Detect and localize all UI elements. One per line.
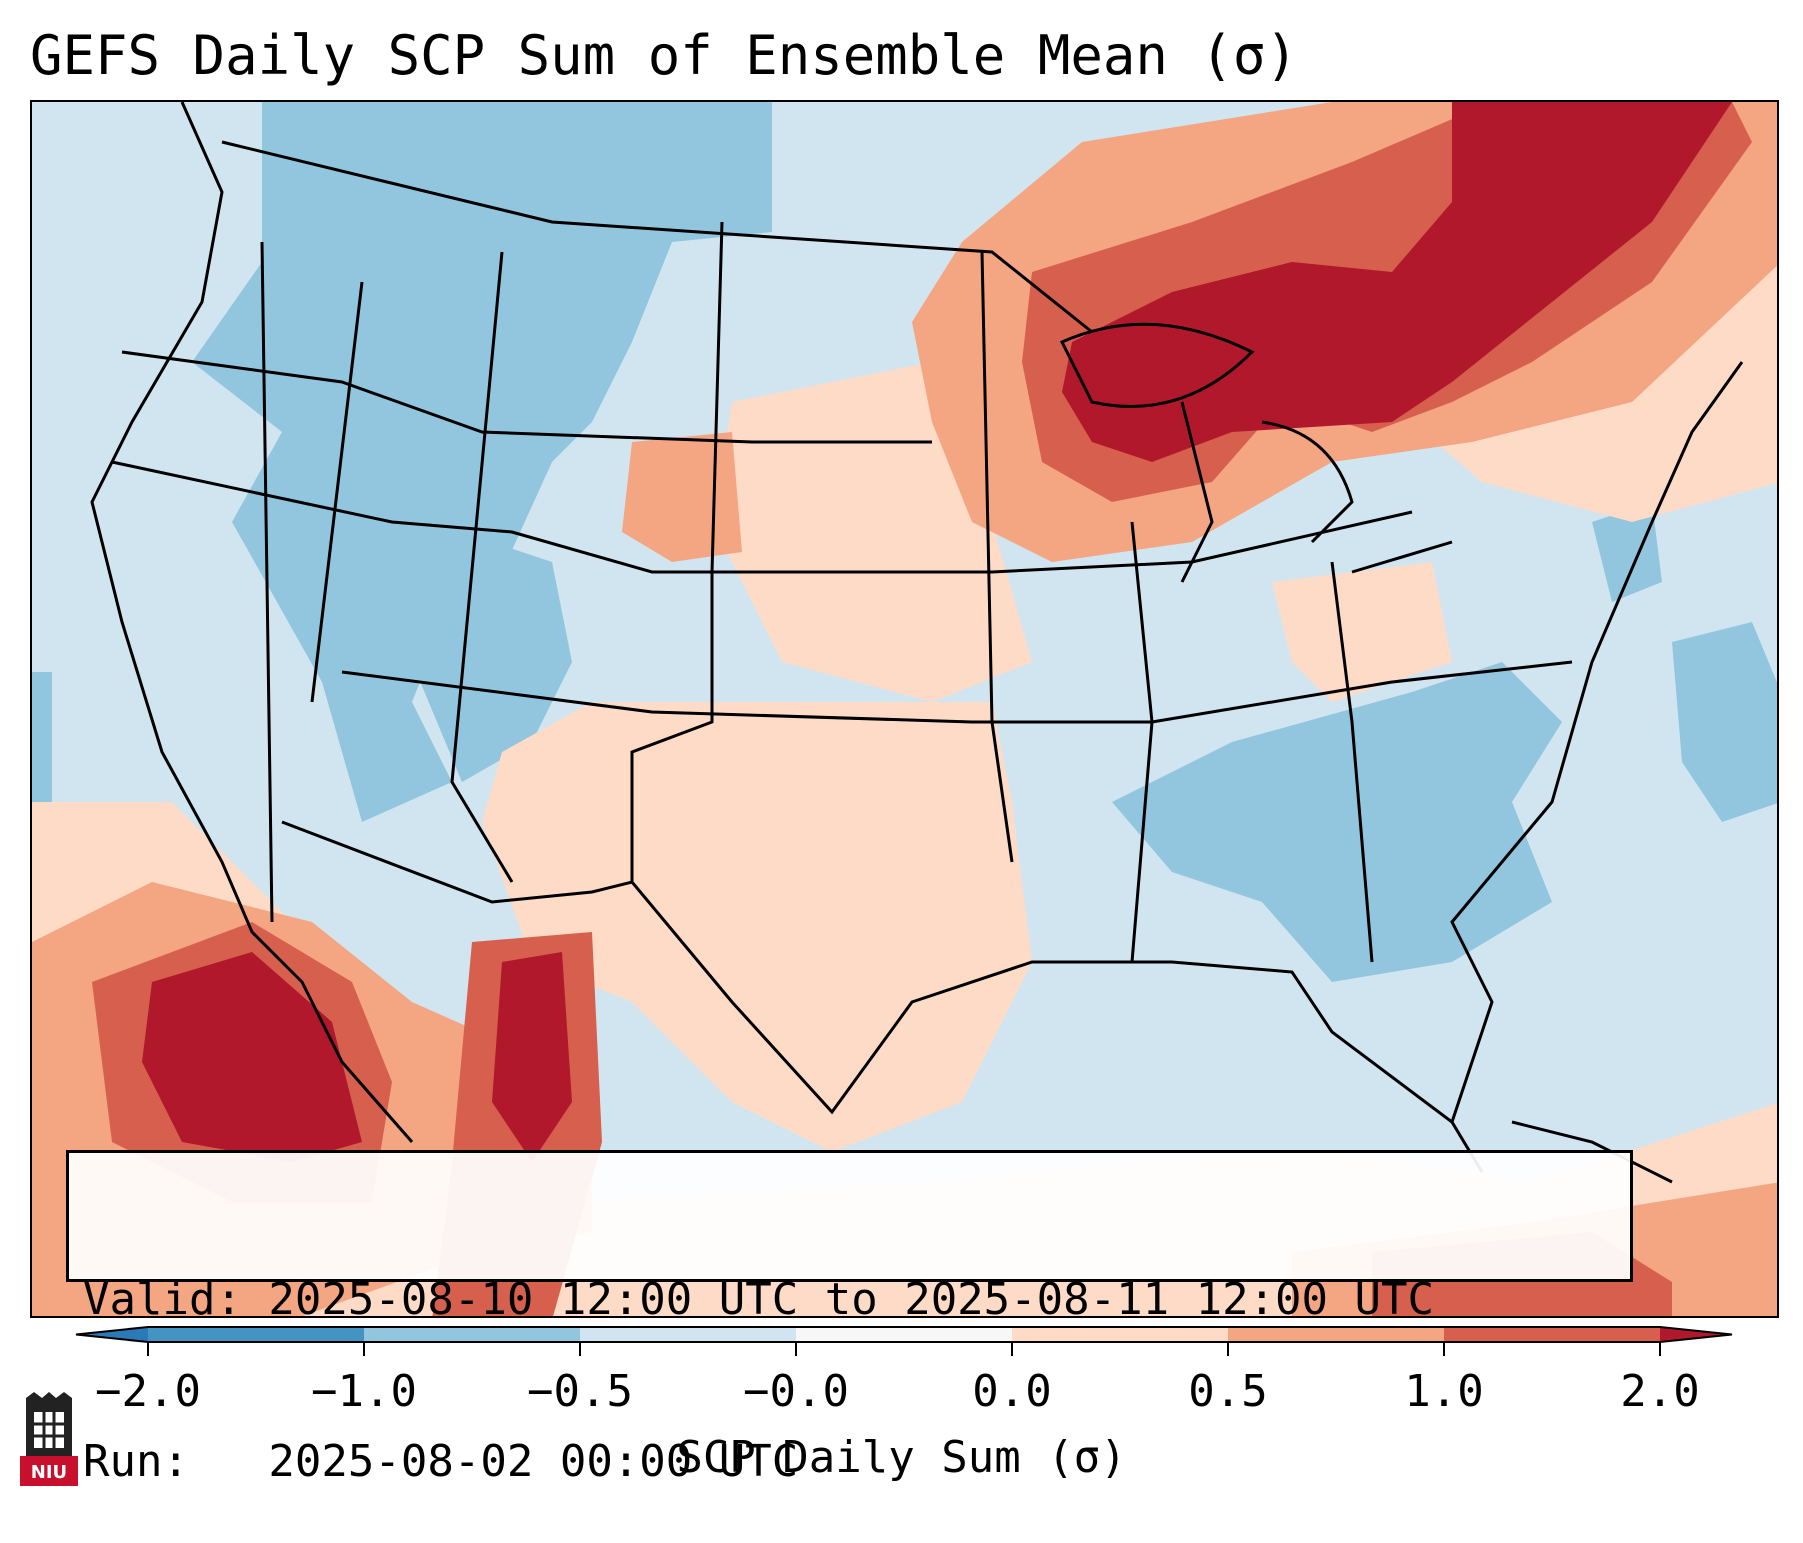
- east-coast-line: [1450, 361, 1744, 1123]
- state-line-6: [630, 221, 724, 882]
- colorbar-label: SCP Daily Sum (σ): [676, 1432, 1127, 1483]
- state-line-1: [121, 350, 932, 444]
- colorbar-tick-label: −1.0: [311, 1366, 417, 1417]
- southern-plains-peach: [482, 702, 1032, 1152]
- state-line-5: [450, 251, 514, 883]
- state-line-4: [310, 281, 364, 703]
- map-panel: [30, 100, 1779, 1318]
- colorbar-tick-label: −2.0: [95, 1366, 201, 1417]
- state-line-8: [1130, 521, 1154, 963]
- us-mexico-gulf-line: [281, 820, 1484, 1173]
- border-line: [260, 241, 274, 923]
- colorbar-tick-label: −0.5: [527, 1366, 633, 1417]
- sierra-madre-darkred: [492, 952, 572, 1162]
- state-line-2: [111, 460, 1413, 574]
- lake-michigan: [1180, 401, 1214, 583]
- canada-border-line: [221, 140, 1093, 334]
- colorbar-tick-label: 1.0: [1404, 1366, 1484, 1417]
- new-england-blue: [1592, 502, 1662, 602]
- run-time-text: Run: 2025-08-02 00:00 UTC: [83, 1436, 799, 1487]
- colorbar-extend-high: [1660, 1327, 1732, 1342]
- state-line-7: [980, 251, 1014, 863]
- map-canvas: [32, 102, 1777, 1316]
- logo-grid: [34, 1412, 64, 1448]
- lake-erie: [1351, 540, 1453, 574]
- valid-time-text: Valid: 2025-08-10 12:00 UTC to 2025-08-1…: [83, 1274, 1435, 1325]
- wyoming-salmon: [622, 432, 742, 562]
- cuba-line: [1511, 1120, 1673, 1184]
- chart-title: GEFS Daily SCP Sum of Ensemble Mean (σ): [30, 24, 1298, 87]
- atlantic-blue: [1672, 622, 1777, 822]
- utah-blue: [412, 532, 572, 782]
- west-coast-line: [90, 102, 414, 1143]
- colorbar-tick-label: 0.0: [972, 1366, 1052, 1417]
- lake-superior: [1059, 322, 1255, 408]
- state-line-9: [1330, 561, 1374, 963]
- baja-darkred: [142, 952, 362, 1162]
- logo-text: NIU: [31, 1462, 67, 1483]
- lake-huron: [1261, 420, 1354, 544]
- southeast-coast-blue: [1112, 662, 1562, 982]
- logo-plate: [20, 1456, 78, 1486]
- ohio-peach: [1272, 562, 1452, 702]
- validity-info-box: Valid: 2025-08-10 12:00 UTC to 2025-08-1…: [66, 1150, 1633, 1487]
- colorbar-tick-label: −0.0: [743, 1366, 849, 1417]
- niu-logo-icon: NIU: [20, 1392, 78, 1486]
- political-boundaries: [90, 102, 1744, 1184]
- colorbar-tick-label: 2.0: [1620, 1366, 1700, 1417]
- colorbar-tick-label: 0.5: [1188, 1366, 1268, 1417]
- state-line-3: [341, 660, 1573, 724]
- logo-window: [34, 1412, 64, 1448]
